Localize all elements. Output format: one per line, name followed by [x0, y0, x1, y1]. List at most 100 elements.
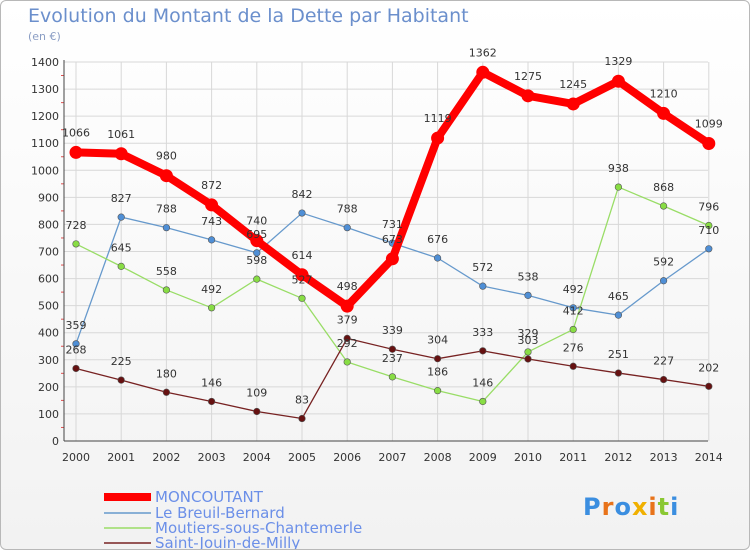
- data-label: 83: [295, 394, 309, 407]
- data-label: 592: [653, 256, 674, 269]
- data-label: 842: [292, 188, 313, 201]
- data-point-3: [162, 388, 170, 396]
- data-point-3: [434, 355, 442, 363]
- data-label: 304: [427, 334, 448, 347]
- y-tick-label: 1300: [31, 83, 59, 96]
- data-point-3: [524, 355, 532, 363]
- data-point-1: [569, 304, 577, 312]
- data-label: 333: [472, 326, 493, 339]
- x-tick-label: 2001: [107, 451, 135, 464]
- data-point-0: [250, 234, 264, 248]
- data-point-0: [702, 136, 716, 150]
- legend-label-1: Le Breuil-Bernard: [155, 504, 285, 522]
- data-label: 492: [201, 283, 222, 296]
- data-label: 728: [66, 219, 87, 232]
- data-label: 788: [337, 203, 358, 216]
- data-point-2: [659, 202, 668, 210]
- data-point-3: [253, 407, 261, 416]
- data-label: 1275: [514, 70, 542, 83]
- logo-letter: i: [670, 493, 680, 521]
- data-label: 1066: [62, 126, 90, 139]
- data-label: 268: [66, 343, 87, 356]
- x-tick-label: 2004: [243, 451, 271, 464]
- x-tick-label: 2003: [198, 451, 226, 464]
- data-label: 614: [292, 249, 313, 262]
- data-label: 225: [111, 355, 132, 368]
- data-point-0: [340, 299, 354, 313]
- logo-letter: o: [614, 493, 632, 521]
- data-point-3: [117, 376, 125, 384]
- data-point-2: [162, 286, 170, 294]
- data-label: 558: [156, 265, 177, 278]
- logo-letter: P: [583, 493, 602, 521]
- data-label: 412: [563, 304, 584, 317]
- y-tick-label: 800: [38, 218, 59, 231]
- data-label: 938: [608, 162, 629, 175]
- y-tick-label: 300: [38, 354, 59, 367]
- data-label: 695: [246, 228, 267, 241]
- data-label: 180: [156, 367, 177, 380]
- data-point-1: [253, 249, 261, 257]
- data-point-2: [434, 387, 442, 395]
- y-tick-label: 1000: [31, 164, 59, 177]
- data-label: 498: [337, 280, 358, 293]
- y-tick-label: 1100: [31, 137, 59, 150]
- logo-letter: x: [631, 493, 649, 521]
- data-label: 673: [382, 233, 403, 246]
- data-point-1: [434, 254, 442, 262]
- data-point-1: [705, 245, 713, 253]
- data-point-1: [614, 311, 623, 319]
- y-tick-label: 600: [38, 273, 59, 286]
- data-label: 109: [246, 386, 267, 399]
- data-point-0: [431, 131, 445, 145]
- x-tick-label: 2013: [650, 451, 678, 464]
- data-point-0: [657, 106, 671, 120]
- data-label: 827: [111, 192, 132, 205]
- data-label: 598: [246, 254, 267, 267]
- data-point-2: [208, 304, 216, 312]
- data-label: 202: [698, 361, 719, 374]
- data-label: 146: [201, 376, 222, 389]
- x-tick-label: 2014: [695, 451, 723, 464]
- data-point-2: [569, 325, 577, 334]
- data-point-0: [611, 74, 625, 88]
- data-point-0: [205, 198, 219, 212]
- data-point-1: [208, 236, 216, 244]
- data-point-3: [343, 334, 351, 342]
- data-label: 740: [246, 215, 267, 228]
- data-label: 710: [698, 224, 719, 237]
- data-label: 872: [201, 179, 222, 192]
- data-label: 1099: [695, 117, 723, 130]
- proxiti-logo: Proxiti: [583, 493, 679, 521]
- data-point-2: [705, 221, 713, 230]
- data-label: 980: [156, 150, 177, 163]
- data-label: 292: [337, 337, 358, 350]
- x-tick-label: 2000: [62, 451, 90, 464]
- data-point-0: [159, 169, 173, 183]
- data-label: 1210: [650, 87, 678, 100]
- y-tick-label: 400: [38, 327, 59, 340]
- data-point-3: [659, 375, 668, 384]
- logo-letter: r: [601, 493, 615, 521]
- data-point-0: [114, 147, 128, 161]
- data-point-0: [566, 97, 580, 111]
- data-label: 339: [382, 324, 403, 337]
- chart-title: Evolution du Montant de la Dette par Hab…: [28, 5, 469, 27]
- data-label: 1329: [604, 55, 632, 68]
- data-label: 146: [472, 376, 493, 389]
- data-label: 1362: [469, 46, 497, 59]
- y-tick-label: 500: [38, 300, 59, 313]
- data-label: 731: [382, 218, 403, 231]
- data-point-3: [388, 345, 397, 353]
- data-label: 645: [111, 241, 132, 254]
- data-label: 237: [382, 352, 403, 365]
- data-point-1: [117, 213, 125, 221]
- x-tick-label: 2010: [514, 451, 542, 464]
- y-tick-label: 700: [38, 246, 59, 259]
- data-label: 572: [472, 261, 493, 274]
- data-point-3: [614, 369, 623, 377]
- data-point-3: [705, 382, 713, 390]
- x-tick-label: 2008: [424, 451, 452, 464]
- x-tick-label: 2005: [288, 451, 316, 464]
- data-point-1: [659, 277, 668, 285]
